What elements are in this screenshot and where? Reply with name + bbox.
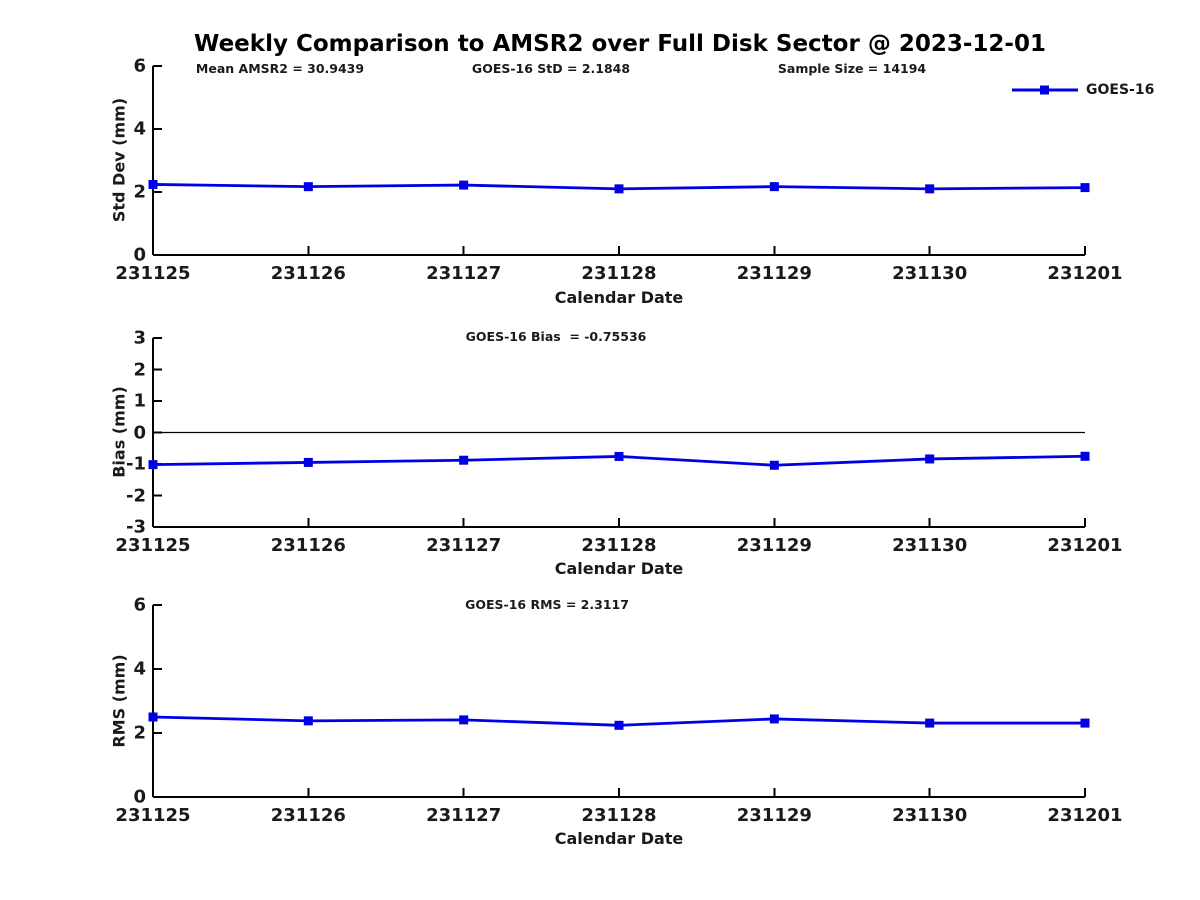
annotation-sample-size: Sample Size = 14194 [777,61,927,76]
goes-16-marker [1080,183,1090,193]
goes-16-marker [1080,451,1090,461]
annotation-goes16-rms: GOES-16 RMS = 2.3117 [465,597,629,612]
goes-16-marker [769,714,779,724]
goes-16-marker [614,184,624,194]
goes-16-marker [303,457,313,467]
goes-16-marker [769,182,779,192]
goes-16-marker [303,182,313,192]
x-axis-label-calendar-date-bottom: Calendar Date [554,829,684,848]
x-axis-label-calendar-date-middle: Calendar Date [554,559,684,578]
annotation-mean-amsr2: Mean AMSR2 = 30.9439 [195,61,365,76]
figure-title: Weekly Comparison to AMSR2 over Full Dis… [194,31,1046,57]
legend: GOES-16 [1012,82,1154,98]
goes-16-marker [925,718,935,728]
goes-16-marker [148,179,158,189]
goes-16-marker [769,460,779,470]
x-axis-label-calendar-date-top: Calendar Date [554,288,684,307]
goes-16-marker [303,716,313,726]
goes-16-marker [925,184,935,194]
goes-16-marker [148,712,158,722]
annotation-goes16-std: GOES-16 StD = 2.1848 [471,61,631,76]
annotation-goes16-bias: GOES-16 Bias = -0.75536 [465,329,647,344]
goes-16-marker [614,720,624,730]
goes-16-marker [459,455,469,465]
goes-16-marker [1080,718,1090,728]
goes-16-marker [614,451,624,461]
legend-line-marker-icon [1012,85,1078,95]
legend-label: GOES-16 [1086,82,1155,98]
goes-16-marker [459,180,469,190]
goes-16-marker [925,454,935,464]
goes-16-marker [459,715,469,725]
goes-16-marker [148,460,158,470]
